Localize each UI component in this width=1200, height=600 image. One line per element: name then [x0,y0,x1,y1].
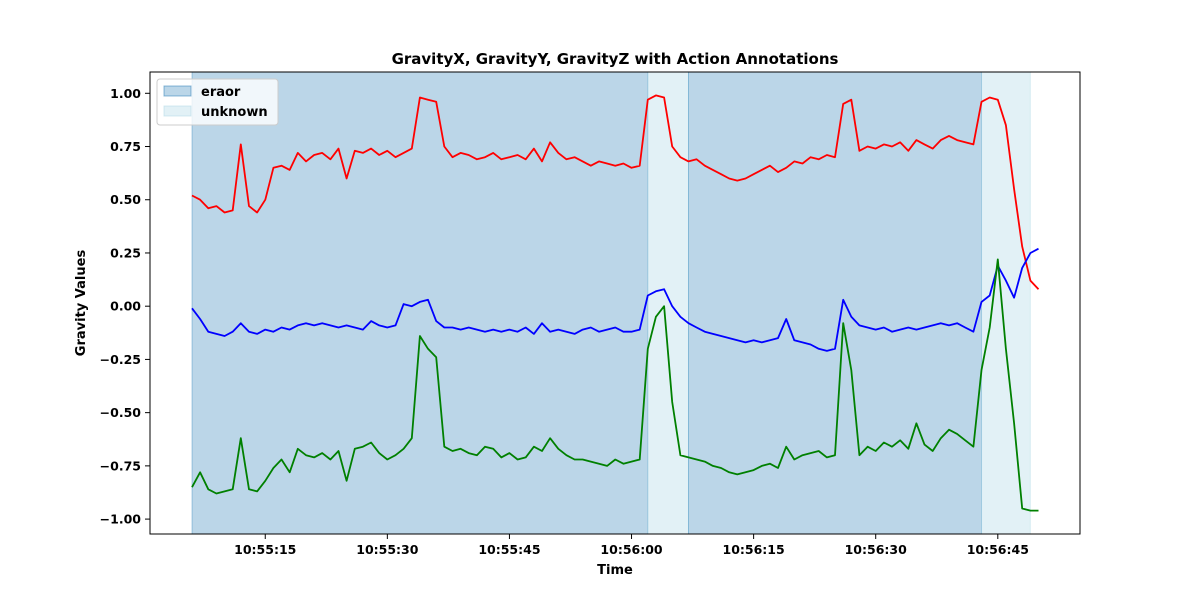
annotation-band-unknown-1 [647,71,690,535]
x-tick-label-6: 10:56:45 [967,542,1029,557]
annotation-band-eraor-2 [688,71,983,535]
series-line-2 [191,258,1039,512]
x-tick-label-0: 10:55:15 [234,542,296,557]
legend-swatch-unknown [163,105,192,117]
plot-frame [149,71,1081,535]
y-tick-label-6: −0.50 [100,405,142,420]
y-tick-label-8: −1.00 [100,512,142,527]
legend-box [156,78,279,126]
y-tick-label-3: 0.25 [110,245,141,260]
annotation-band-unknown-3 [981,71,1031,535]
y-axis-label: Gravity Values [74,250,89,357]
annotation-bands [191,71,1031,535]
y-tick-label-5: −0.25 [100,352,141,367]
x-tick-label-4: 10:56:15 [723,542,785,557]
chart-title: GravityX, GravityY, GravityZ with Action… [392,50,839,68]
y-tick-label-2: 0.50 [110,192,141,207]
plot-lines [191,94,1040,512]
legend: eraor unknown [156,78,279,126]
series-line-0 [191,94,1040,290]
series-line-1 [191,247,1039,352]
y-tick-label-4: 0.00 [110,299,141,314]
y-tick-label-0: 1.00 [110,86,141,101]
x-axis-label: Time [597,563,633,578]
x-tick-label-5: 10:56:30 [845,542,907,557]
x-axis: 10:55:15 10:55:30 10:55:45 10:56:00 10:56:15… [234,534,1029,557]
y-tick-label-7: −0.75 [100,458,141,473]
legend-label-unknown: unknown [201,105,268,120]
y-axis: 1.00 0.75 0.50 0.25 0.00 −0.25 −0.50 −0.75 −1.00 [100,86,150,527]
legend-swatch-eraor [163,85,192,97]
x-tick-label-1: 10:55:30 [356,542,418,557]
legend-label-eraor: eraor [201,85,241,100]
annotation-band-eraor-0 [191,71,649,535]
y-tick-label-1: 0.75 [110,139,141,154]
x-tick-label-2: 10:55:45 [478,542,540,557]
x-tick-label-3: 10:56:00 [600,542,662,557]
